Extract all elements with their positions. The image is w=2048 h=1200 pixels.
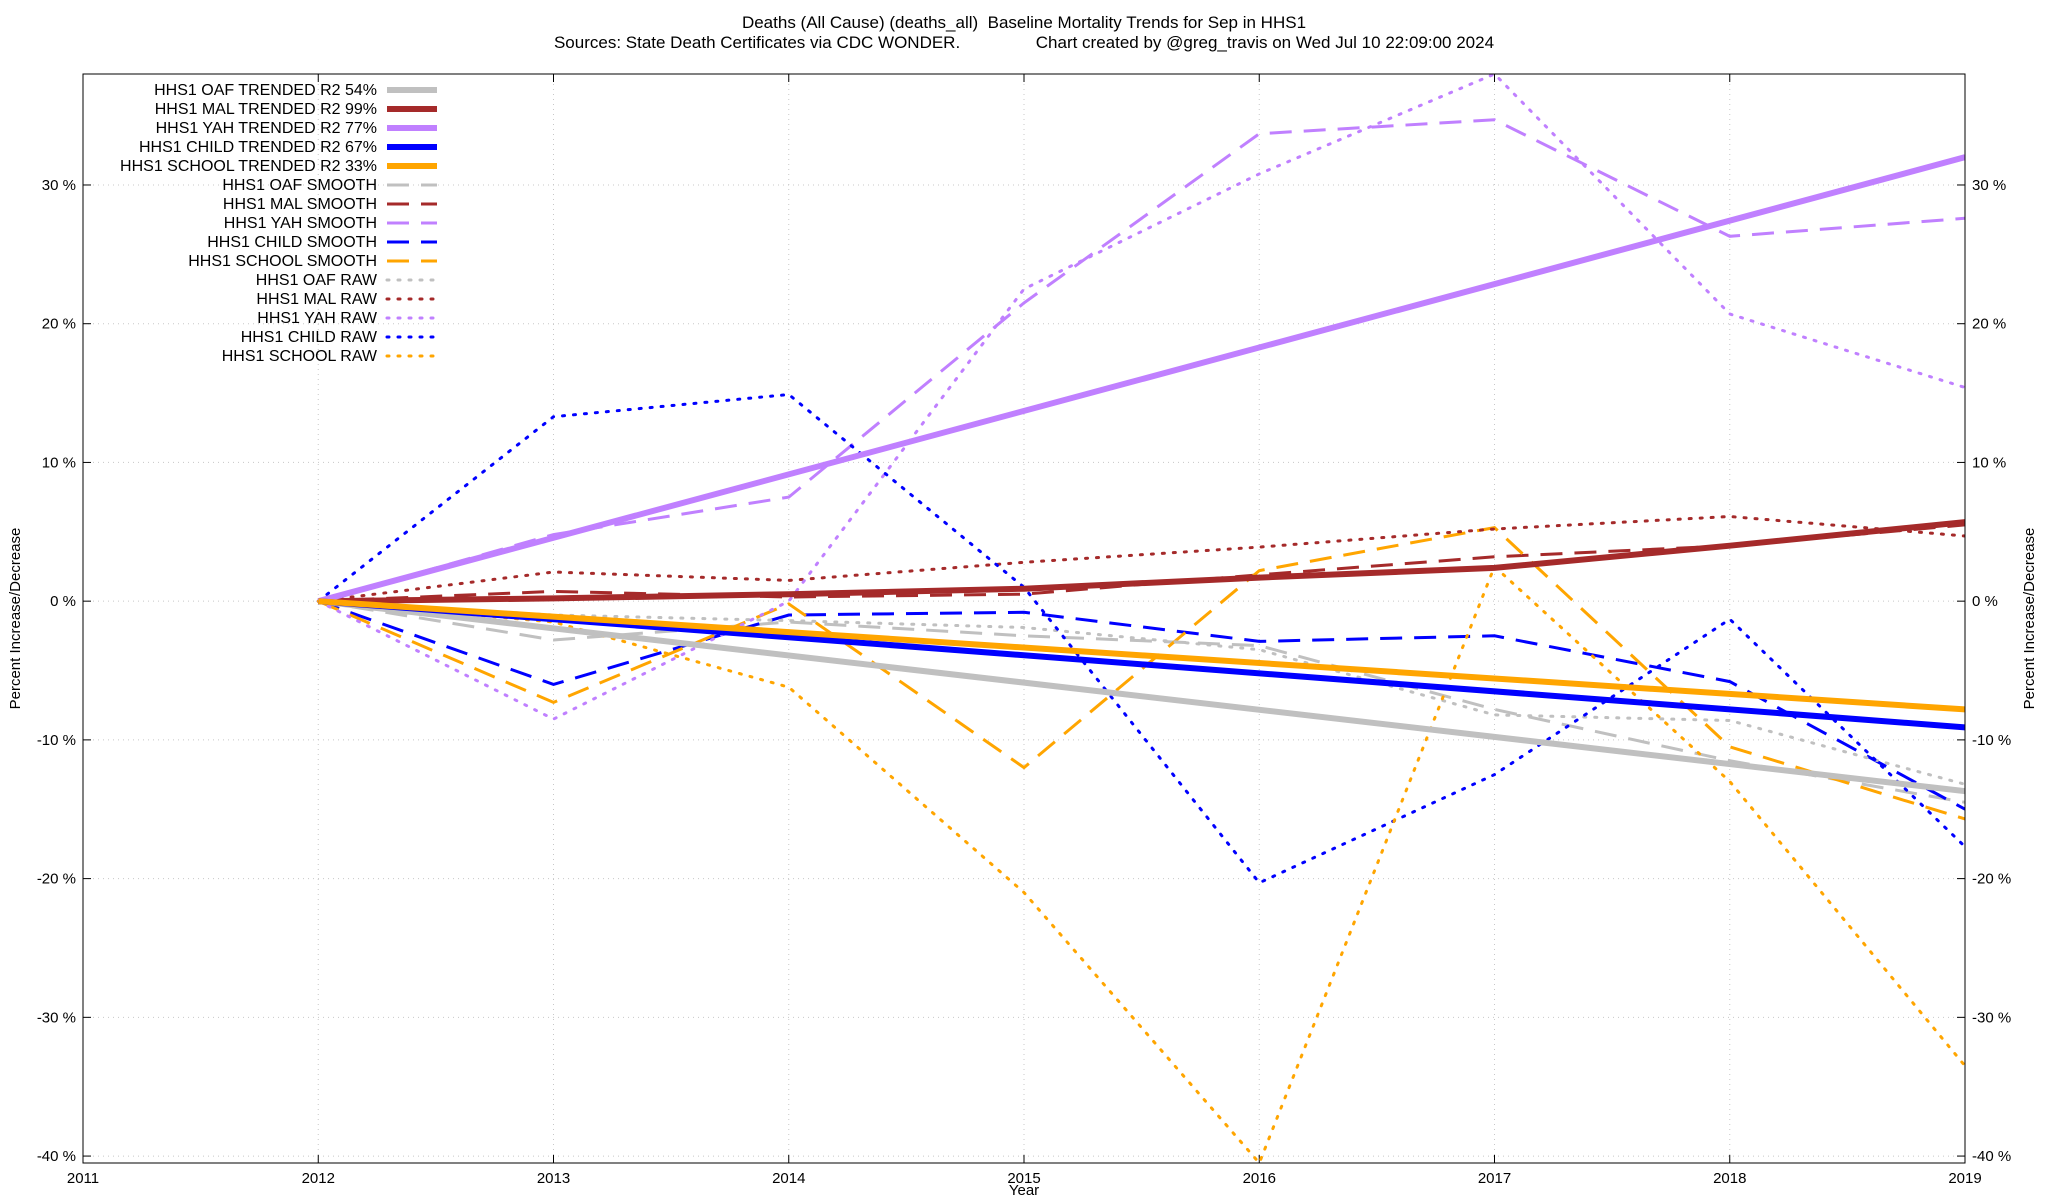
- chart-title: Deaths (All Cause) (deaths_all) Baseline…: [741, 13, 1307, 32]
- y-axis-label-left: Percent Increase/Decrease: [7, 528, 24, 710]
- x-axis-label: Year: [1009, 1182, 1039, 1199]
- chart-subtitle: Sources: State Death Certificates via CD…: [553, 33, 1495, 52]
- y-tick-label-left: 30 %: [42, 177, 76, 194]
- x-tick-label: 2018: [1713, 1170, 1746, 1187]
- y-tick-label-left: 20 %: [42, 316, 76, 333]
- plot-frame: [82, 73, 1966, 1164]
- legend-label: HHS1 OAF SMOOTH: [222, 177, 377, 194]
- x-tick-label: 2012: [302, 1170, 335, 1187]
- series-line-hhs1-mal-raw: [316, 514, 1965, 603]
- legend-label: HHS1 OAF TRENDED R2 54%: [154, 82, 377, 99]
- legend-label: HHS1 YAH TRENDED R2 77%: [156, 120, 377, 137]
- y-tick-label-right: 0 %: [1972, 593, 1998, 610]
- legend-label: HHS1 SCHOOL SMOOTH: [188, 253, 377, 270]
- y-tick-label-left: -30 %: [37, 1009, 76, 1026]
- series-line-hhs1-school-smooth: [317, 525, 1965, 821]
- series-line-hhs1-yah-trended: [317, 154, 1965, 605]
- y-axis-label-right: Percent Increase/Decrease: [2021, 528, 2038, 710]
- series-line-hhs1-oaf-raw: [316, 599, 1965, 786]
- y-tick-label-right: -20 %: [1972, 871, 2011, 888]
- x-tick-label: 2011: [67, 1170, 99, 1187]
- series-line-hhs1-oaf-trended: [317, 598, 1965, 795]
- legend-label: HHS1 OAF RAW: [256, 272, 378, 289]
- series-line-hhs1-yah-smooth: [317, 118, 1965, 603]
- y-tick-label-left: 0 %: [50, 593, 76, 610]
- y-tick-label-right: -40 %: [1972, 1148, 2011, 1165]
- y-tick-label-left: -10 %: [37, 732, 76, 749]
- x-tick-label: 2014: [772, 1170, 805, 1187]
- series-line-hhs1-mal-trended: [318, 519, 1965, 605]
- x-tick-label: 2017: [1478, 1170, 1511, 1187]
- x-tick-label: 2013: [537, 1170, 570, 1187]
- legend-label: HHS1 CHILD RAW: [241, 329, 378, 346]
- x-tick-label: 2015: [1007, 1170, 1040, 1187]
- y-tick-label-left: -20 %: [37, 871, 76, 888]
- series-line-hhs1-oaf-smooth: [318, 599, 1965, 804]
- y-tick-label-right: 30 %: [1972, 177, 2006, 194]
- legend-label: HHS1 CHILD TRENDED R2 67%: [139, 139, 377, 156]
- legend-label: HHS1 SCHOOL RAW: [222, 348, 378, 365]
- series-line-hhs1-school-trended: [318, 598, 1965, 713]
- legend-label: HHS1 SCHOOL TRENDED R2 33%: [120, 158, 377, 175]
- x-tick-label: 2019: [1948, 1170, 1981, 1187]
- legend-label: HHS1 CHILD SMOOTH: [207, 234, 377, 251]
- legend-label: HHS1 MAL SMOOTH: [223, 196, 377, 213]
- legend-label: HHS1 MAL RAW: [256, 291, 378, 308]
- series-line-hhs1-child-smooth: [317, 599, 1965, 811]
- y-tick-label-right: -10 %: [1972, 732, 2011, 749]
- x-tick-label: 2016: [1243, 1170, 1276, 1187]
- legend-label: HHS1 YAH RAW: [257, 310, 378, 327]
- legend-label: HHS1 MAL TRENDED R2 99%: [155, 101, 377, 118]
- y-tick-label-left: -40 %: [37, 1148, 76, 1165]
- series-line-hhs1-yah-raw: [316, 74, 1965, 721]
- y-tick-label-right: 10 %: [1972, 454, 2006, 471]
- y-tick-label-right: 20 %: [1972, 316, 2006, 333]
- y-tick-label-left: 10 %: [42, 454, 76, 471]
- y-tick-label-right: -30 %: [1972, 1009, 2011, 1026]
- legend-label: HHS1 YAH SMOOTH: [224, 215, 377, 232]
